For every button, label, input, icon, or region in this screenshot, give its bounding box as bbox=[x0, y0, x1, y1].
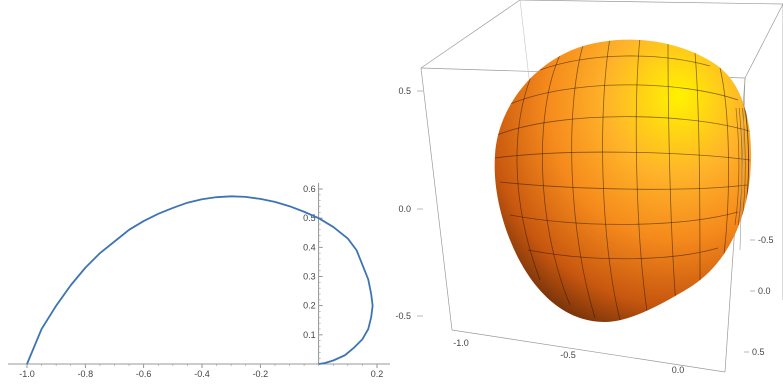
mesh-longitude bbox=[667, 41, 677, 306]
x-tick-label: -0.2 bbox=[253, 369, 269, 379]
mesh-latitude bbox=[499, 181, 748, 190]
mesh-pole-line bbox=[737, 107, 743, 226]
y-tick-label: 0.1 bbox=[303, 330, 316, 340]
box-front-edges bbox=[739, 4, 783, 300]
y-tick-label: 0.4 bbox=[303, 242, 316, 252]
box-edge bbox=[420, 0, 521, 69]
mesh-latitude bbox=[496, 116, 752, 136]
mesh-latitude bbox=[507, 84, 739, 106]
mesh-longitude bbox=[635, 39, 649, 319]
mesh-latitude bbox=[527, 247, 719, 260]
y-tick-label: 0.5 bbox=[303, 213, 316, 223]
mesh-longitude bbox=[719, 67, 729, 271]
x-tick-label-3d: -1.0 bbox=[453, 338, 469, 348]
mesh-pole-line bbox=[734, 107, 740, 226]
mesh-longitude bbox=[694, 52, 701, 291]
mesh-longitude bbox=[602, 39, 621, 321]
y-tick-label: 0.6 bbox=[303, 184, 316, 194]
y-tick-label: 0.2 bbox=[303, 301, 316, 311]
z-tick-label: 0.5 bbox=[398, 86, 411, 96]
y-tick-label-3d: 0.5 bbox=[752, 347, 765, 357]
plot-2d: -1.0 -0.8 -0.6 -0.4 -0.2 0.2 0.1 0.2 0.3 0.4 0.5 0.… bbox=[8, 183, 390, 379]
x-tick-label: 0.2 bbox=[371, 369, 384, 379]
mesh-longitude bbox=[571, 44, 596, 319]
x-tick-label: -0.8 bbox=[78, 369, 94, 379]
x-tick-label: -0.6 bbox=[136, 369, 152, 379]
box-edge bbox=[739, 77, 746, 251]
surface-body bbox=[494, 39, 752, 322]
mesh-latitude bbox=[509, 211, 739, 225]
y-tick-label-3d: 0.0 bbox=[758, 286, 771, 296]
mesh-latitude bbox=[494, 151, 751, 161]
box-edge bbox=[744, 3, 783, 79]
plot-3d: 0.5 0.0 -0.5 -1.0 -0.5 0.0 -0.5 0.0 0.5 bbox=[395, 0, 783, 375]
box-edge bbox=[420, 67, 453, 331]
series-line bbox=[26, 195, 374, 365]
x-tick-label: -0.4 bbox=[194, 369, 210, 379]
y-tick-label: 0.3 bbox=[303, 272, 316, 282]
mesh-longitude bbox=[516, 64, 541, 281]
z-tick-label: -0.5 bbox=[395, 311, 411, 321]
z-tick-label: 0.0 bbox=[398, 204, 411, 214]
mesh-latitude bbox=[539, 55, 711, 71]
box-edge bbox=[451, 329, 726, 373]
x-tick-label-3d: 0.0 bbox=[672, 365, 685, 375]
axis-labels-3d: 0.5 0.0 -0.5 -1.0 -0.5 0.0 -0.5 0.0 0.5 bbox=[395, 86, 773, 375]
box-edge bbox=[519, 0, 783, 5]
x-tick-label: -1.0 bbox=[19, 369, 35, 379]
mesh-longitude bbox=[541, 54, 571, 306]
y-tick-label-3d: -0.5 bbox=[758, 235, 774, 245]
surface-mesh bbox=[494, 39, 752, 321]
x-tick-label-3d: -0.5 bbox=[560, 350, 576, 360]
